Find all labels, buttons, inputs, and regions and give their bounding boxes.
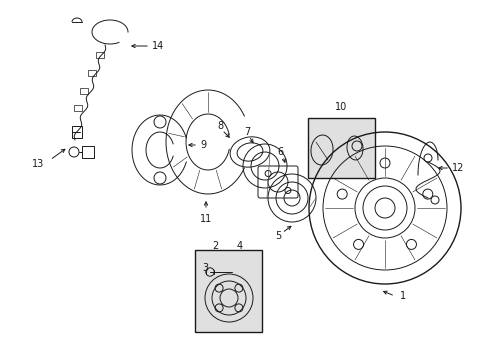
Text: 7: 7 xyxy=(244,127,250,137)
Text: 3: 3 xyxy=(202,263,208,273)
Text: 6: 6 xyxy=(276,147,283,157)
Text: 9: 9 xyxy=(200,140,206,150)
Text: 2: 2 xyxy=(211,241,218,251)
Text: 13: 13 xyxy=(32,159,44,169)
Bar xyxy=(307,118,374,178)
Text: 14: 14 xyxy=(152,41,164,51)
Bar xyxy=(74,105,82,111)
Bar xyxy=(72,126,82,138)
Text: 12: 12 xyxy=(451,163,464,173)
Bar xyxy=(96,52,104,58)
Text: 8: 8 xyxy=(217,121,223,131)
Text: 11: 11 xyxy=(200,214,212,224)
Bar xyxy=(88,70,96,76)
Text: 5: 5 xyxy=(274,231,281,241)
Text: 10: 10 xyxy=(334,102,346,112)
Text: 4: 4 xyxy=(237,241,243,251)
Bar xyxy=(82,146,94,158)
Text: 1: 1 xyxy=(399,291,406,301)
Bar xyxy=(195,250,262,332)
Bar xyxy=(80,88,88,94)
